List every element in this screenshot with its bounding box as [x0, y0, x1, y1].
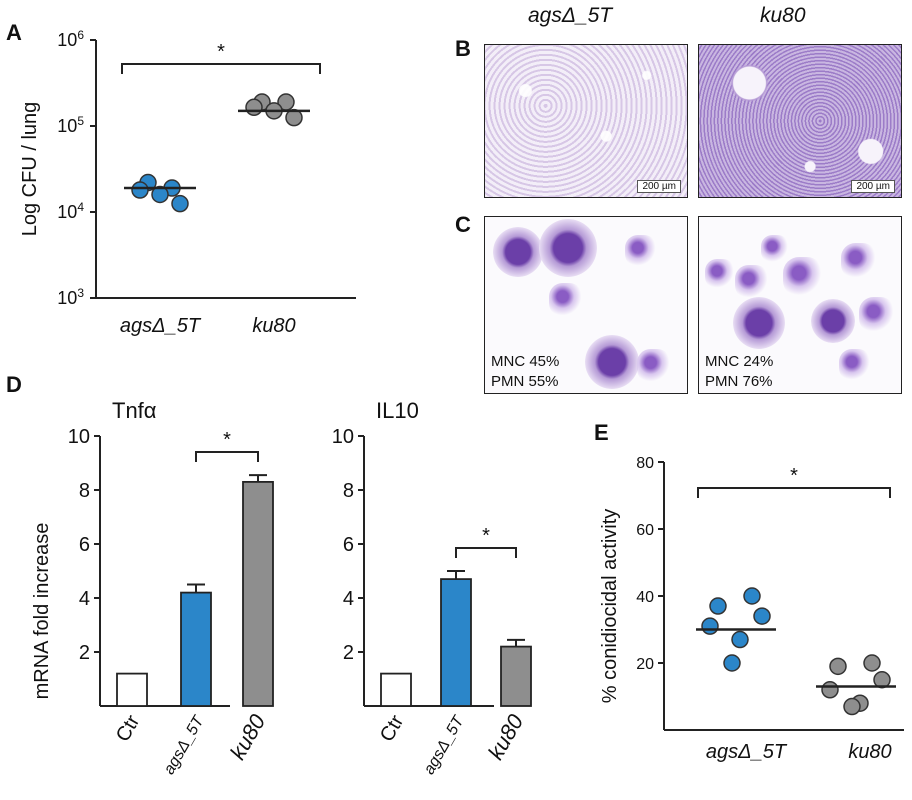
chart-title: Tnfα [112, 398, 157, 423]
histology-image-ku80: 200 µm [698, 44, 902, 198]
bar [180, 591, 212, 707]
chart-title: IL10 [376, 398, 419, 423]
x-tick-label: agsΔ_5T [161, 712, 208, 777]
x-tick-label: agsΔ_5T [120, 315, 202, 337]
data-point [709, 597, 727, 615]
scalebar-label: 200 µm [637, 180, 681, 193]
y-tick-label: 60 [636, 522, 654, 539]
y-tick-label: 4 [79, 588, 90, 610]
significance-star: * [790, 465, 798, 487]
data-point [731, 630, 749, 649]
x-tick-label: agsΔ_5T [421, 712, 468, 777]
data-point [863, 654, 881, 672]
panel-b-col2-title: ku80 [760, 4, 806, 27]
panel-label-e: E [594, 420, 609, 445]
x-tick-label: ku80 [483, 709, 529, 763]
mnc-percentage: MNC 45% [491, 353, 560, 370]
y-tick-label: 8 [79, 480, 90, 502]
panel-label-a: A [6, 20, 22, 45]
y-tick-label: 10 [68, 426, 90, 448]
mnc-percentage: MNC 24% [705, 353, 774, 370]
cell [585, 335, 639, 389]
data-point [171, 194, 189, 213]
data-point [131, 181, 149, 199]
panel-label-c: C [455, 212, 471, 237]
significance-bracket [195, 451, 259, 462]
data-point [743, 587, 761, 605]
significance-bracket [697, 487, 891, 498]
y-axis-label: Log CFU / lung [19, 102, 41, 237]
cell [841, 243, 877, 279]
y-tick-label: 2 [343, 642, 354, 664]
x-tick-label: Ctr [112, 711, 145, 745]
histology-image-ags: 200 µm [484, 44, 688, 198]
cell [637, 349, 671, 383]
y-tick-label: 6 [343, 534, 354, 556]
bar [440, 578, 472, 707]
data-point [843, 697, 861, 716]
bar [500, 645, 532, 707]
panel-label-b: B [455, 36, 471, 61]
pmn-percentage: PMN 76% [705, 373, 773, 390]
cell [859, 297, 895, 333]
y-tick-label: 40 [636, 589, 654, 606]
y-tick-label: 8 [343, 480, 354, 502]
y-tick-label: 103 [57, 286, 84, 308]
x-tick-label: ku80 [848, 741, 891, 763]
y-tick-label: 4 [343, 588, 354, 610]
y-tick-label: 80 [636, 455, 654, 472]
cell [549, 283, 583, 317]
y-tick-label: 10 [332, 426, 354, 448]
y-tick-label: 106 [57, 28, 84, 50]
cell [839, 349, 871, 381]
cell [783, 257, 823, 297]
bar [380, 672, 412, 707]
data-point [753, 607, 771, 625]
x-tick-label: ku80 [252, 315, 295, 337]
data-point [151, 185, 169, 204]
x-tick-label: ku80 [225, 709, 271, 763]
cell [761, 235, 789, 263]
significance-star: * [217, 41, 225, 63]
bar [242, 480, 274, 707]
x-tick-label: agsΔ_5T [706, 741, 788, 763]
data-point [701, 617, 719, 635]
y-axis-label: mRNA fold increase [31, 523, 53, 700]
cell [811, 299, 855, 343]
scalebar-label: 200 µm [851, 180, 895, 193]
y-tick-label: 2 [79, 642, 90, 664]
y-tick-label: 20 [636, 656, 654, 673]
cytology-image-ags: MNC 45% PMN 55% [484, 216, 688, 394]
significance-star: * [482, 525, 490, 547]
data-point [829, 657, 847, 676]
significance-bracket [121, 63, 321, 74]
cell [733, 297, 785, 349]
y-tick-label: 6 [79, 534, 90, 556]
y-axis-label: % conidiocidal activity [599, 509, 621, 704]
data-point [723, 654, 741, 672]
panel-b-col1-title: agsΔ_5T [528, 4, 613, 27]
significance-bracket [455, 547, 517, 558]
cell [493, 227, 543, 277]
panel-label-d: D [6, 372, 22, 397]
y-tick-label: 104 [57, 200, 84, 222]
data-point [821, 681, 839, 699]
cell [539, 219, 597, 277]
bar [116, 672, 148, 707]
cell [735, 265, 769, 299]
data-point [245, 98, 263, 117]
y-tick-label: 105 [57, 114, 84, 136]
data-point [873, 671, 891, 689]
cytology-image-ku80: MNC 24% PMN 76% [698, 216, 902, 394]
cell [705, 259, 735, 289]
pmn-percentage: PMN 55% [491, 373, 559, 390]
cell [625, 235, 657, 267]
x-tick-label: Ctr [376, 711, 409, 745]
significance-star: * [223, 429, 231, 451]
